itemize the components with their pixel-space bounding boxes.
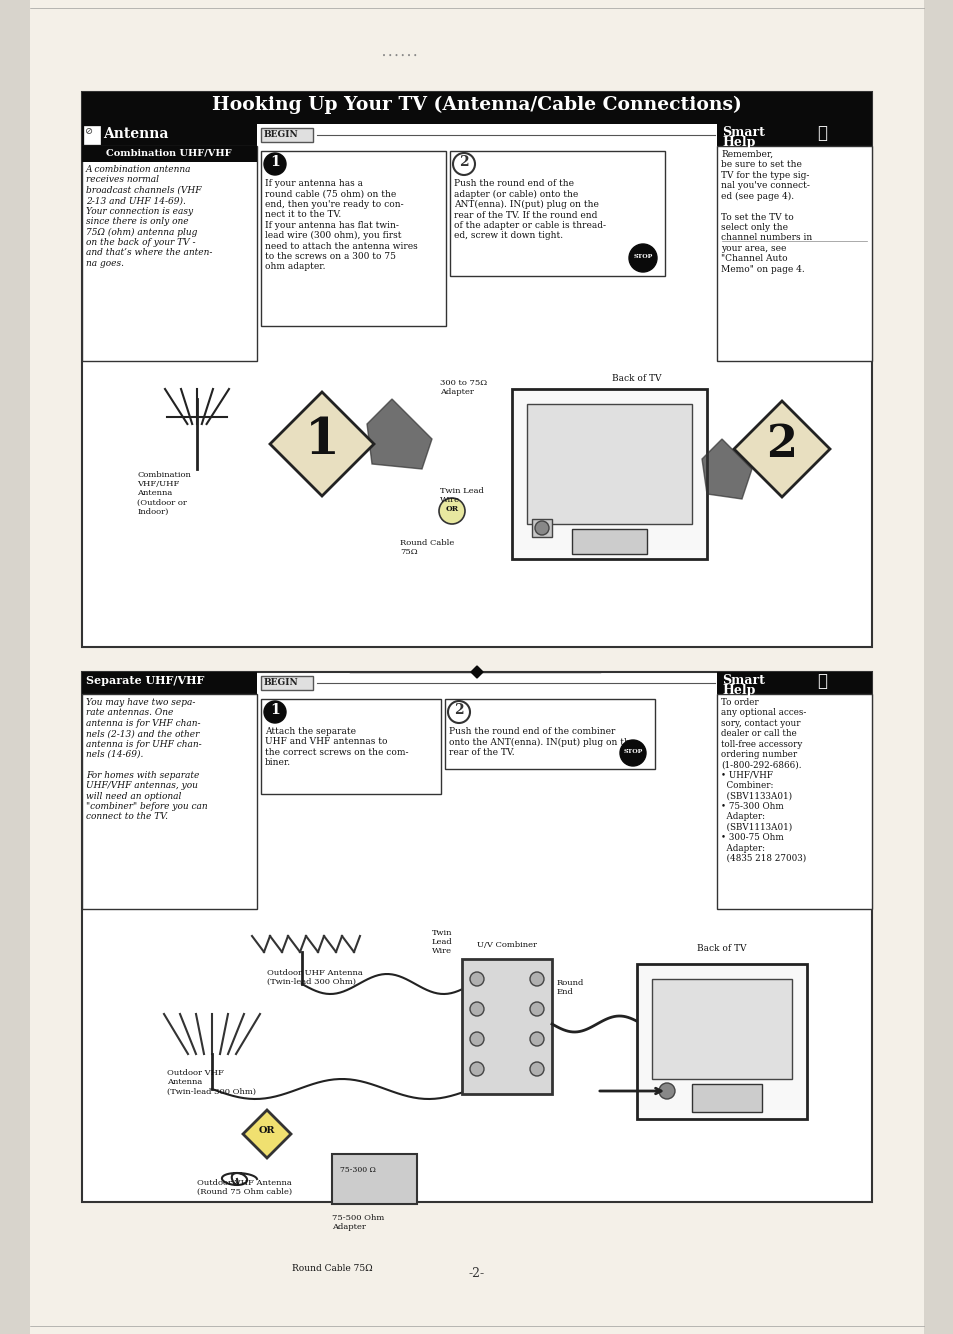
Circle shape [628,244,657,272]
Circle shape [535,522,548,535]
Text: To order
any optional acces-
sory, contact your
dealer or call the
toll-free acc: To order any optional acces- sory, conta… [720,698,805,863]
Text: Back of TV: Back of TV [612,374,660,383]
Bar [82,672,871,1202]
Bar [691,1085,761,1113]
Text: Smart: Smart [721,674,764,687]
Text: OR: OR [258,1126,275,1135]
Text: Combination UHF/VHF: Combination UHF/VHF [106,148,232,157]
Text: • • • • • •: • • • • • • [382,52,417,60]
Text: Remember,
be sure to set the
TV for the type sig-
nal you've connect-
ed (see pa: Remember, be sure to set the TV for the … [720,149,811,273]
Bar [450,151,664,276]
Text: STOP: STOP [633,253,652,259]
Bar [82,92,871,647]
Text: Help: Help [721,136,755,149]
Bar [444,699,655,768]
Bar [637,964,806,1119]
Text: 1: 1 [270,155,279,169]
Text: Back of TV: Back of TV [697,944,746,952]
Bar [261,128,313,141]
Bar [82,694,256,908]
Text: Twin Lead
Wire: Twin Lead Wire [439,487,483,504]
Text: A combination antenna
receives normal
broadcast channels (VHF
2-13 and UHF 14-69: A combination antenna receives normal br… [86,165,213,268]
Circle shape [470,1002,483,1017]
Text: Separate UHF/VHF: Separate UHF/VHF [86,675,204,686]
Text: BEGIN: BEGIN [264,129,298,139]
Bar [717,694,871,908]
Text: Antenna: Antenna [103,127,169,141]
Text: Outdoor UHF Antenna
(Twin-lead 300 Ohm): Outdoor UHF Antenna (Twin-lead 300 Ohm) [267,968,362,986]
Bar [82,145,256,362]
Circle shape [264,153,286,175]
Bar [82,145,256,161]
Bar [717,672,871,694]
Text: 2: 2 [765,423,797,466]
Text: ✦: ✦ [816,672,826,690]
Bar [82,672,256,694]
Text: STOP: STOP [622,748,642,754]
Polygon shape [270,392,374,496]
Bar [82,92,871,124]
Text: Twin
Lead
Wire: Twin Lead Wire [432,928,453,955]
Circle shape [438,498,464,524]
Bar [532,519,552,538]
Polygon shape [243,1110,291,1158]
Text: U/V Combiner: U/V Combiner [476,940,537,948]
Text: Attach the separate
UHF and VHF antennas to
the correct screws on the com-
biner: Attach the separate UHF and VHF antennas… [265,727,408,767]
Text: 2: 2 [454,703,463,716]
Circle shape [659,1083,675,1099]
Bar [261,151,446,325]
Bar [651,979,791,1079]
Bar [717,124,871,145]
Bar [332,1154,416,1205]
Text: Combination
VHF/UHF
Antenna
(Outdoor or
Indoor): Combination VHF/UHF Antenna (Outdoor or … [137,471,191,516]
Text: OR: OR [445,506,458,514]
Text: -2-: -2- [469,1267,484,1281]
Text: Outdoor VHF
Antenna
(Twin-lead 300 Ohm): Outdoor VHF Antenna (Twin-lead 300 Ohm) [167,1069,255,1095]
Bar [512,390,706,559]
Circle shape [264,700,286,723]
Circle shape [470,1062,483,1077]
Circle shape [453,153,475,175]
Circle shape [470,1033,483,1046]
Polygon shape [367,399,432,470]
Bar [461,959,552,1094]
Text: ✦: ✦ [816,125,826,141]
Text: 1: 1 [270,703,279,716]
Text: 300 to 75Ω
Adapter: 300 to 75Ω Adapter [439,379,487,396]
Bar [717,145,871,362]
Text: 75-500 Ohm
Adapter: 75-500 Ohm Adapter [332,1214,384,1231]
Bar [261,699,440,794]
Circle shape [619,740,645,766]
Bar [526,404,691,524]
Text: Push the round end of the combiner
onto the ANT(enna). IN(put) plug on the
rear : Push the round end of the combiner onto … [449,727,635,756]
Text: 2: 2 [458,155,468,169]
Circle shape [530,1002,543,1017]
Polygon shape [701,439,751,499]
Text: Push the round end of the
adapter (or cable) onto the
ANT(enna). IN(put) plug on: Push the round end of the adapter (or ca… [454,179,605,240]
Bar [82,124,256,145]
Text: Help: Help [721,684,755,696]
Text: You may have two sepa-
rate antennas. One
antenna is for VHF chan-
nels (2-13) a: You may have two sepa- rate antennas. On… [86,698,208,822]
Circle shape [530,1062,543,1077]
Circle shape [530,972,543,986]
Bar [84,125,100,144]
Text: ⊘: ⊘ [85,127,93,136]
Text: 1: 1 [304,416,339,466]
Circle shape [470,972,483,986]
Polygon shape [733,402,829,498]
Text: BEGIN: BEGIN [264,678,298,687]
Text: Round
End: Round End [557,979,584,996]
Text: Outdoor VHF Antenna
(Round 75 Ohm cable): Outdoor VHF Antenna (Round 75 Ohm cable) [196,1179,292,1197]
Circle shape [448,700,470,723]
Bar [261,676,313,690]
Text: If your antenna has a
round cable (75 ohm) on the
end, then you're ready to con-: If your antenna has a round cable (75 oh… [265,179,417,271]
Text: Smart: Smart [721,125,764,139]
Text: Round Cable 75Ω: Round Cable 75Ω [292,1265,372,1273]
Text: 75-300 Ω: 75-300 Ω [339,1166,375,1174]
Polygon shape [471,666,482,678]
Bar [572,530,646,554]
Text: Hooking Up Your TV (Antenna/Cable Connections): Hooking Up Your TV (Antenna/Cable Connec… [212,96,741,115]
Text: Round Cable
75Ω: Round Cable 75Ω [399,539,454,556]
Circle shape [530,1033,543,1046]
